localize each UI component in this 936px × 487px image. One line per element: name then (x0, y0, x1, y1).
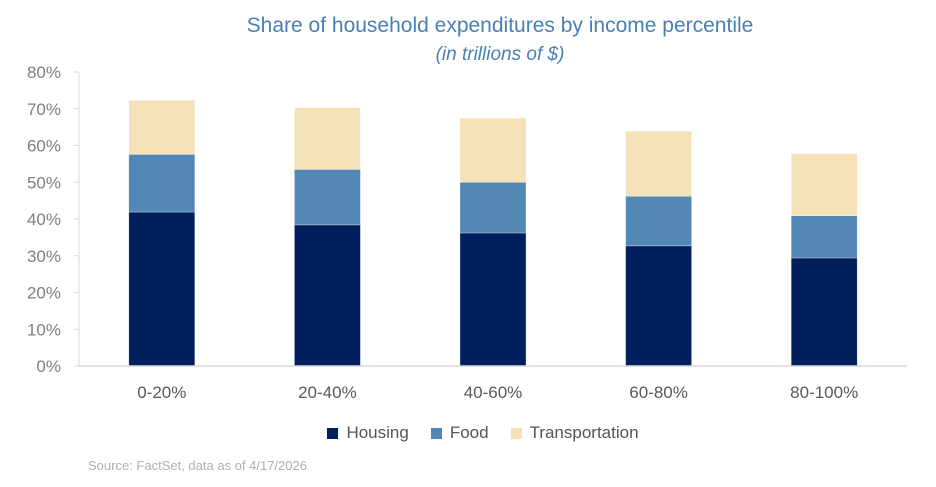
bar-housing-60-80% (625, 245, 692, 367)
bar-food-20-40% (294, 169, 361, 226)
x-tick-label: 40-60% (464, 383, 523, 402)
source-note: Source: FactSet, data as of 4/17/2026 (88, 458, 307, 473)
legend-swatch (510, 427, 522, 439)
y-tick-label: 40% (27, 210, 61, 229)
y-tick-label: 30% (27, 247, 61, 266)
legend-item-housing: Housing (327, 423, 409, 443)
x-tick-label: 60-80% (629, 383, 688, 402)
y-tick-label: 0% (36, 357, 61, 376)
legend-label: Food (449, 423, 489, 442)
bar-transportation-20-40% (294, 107, 361, 170)
x-tick-label: 80-100% (790, 383, 858, 402)
bar-housing-20-40% (294, 224, 361, 367)
bar-housing-40-60% (459, 232, 527, 367)
y-tick-label: 70% (27, 100, 61, 119)
y-tick-label: 20% (27, 284, 61, 303)
bar-food-80-100% (790, 215, 858, 259)
y-tick-label: 10% (27, 320, 61, 339)
bar-transportation-0-20% (128, 99, 196, 155)
legend: Housing Food Transportation (0, 423, 936, 443)
y-tick-label: 80% (27, 63, 61, 82)
legend-label: Transportation (529, 423, 639, 442)
legend-label: Housing (346, 423, 409, 442)
y-tick-label: 60% (27, 137, 61, 156)
bar-transportation-80-100% (790, 153, 858, 216)
bar-transportation-60-80% (625, 130, 692, 197)
x-tick-label: 20-40% (298, 383, 357, 402)
x-tick-label: 0-20% (137, 383, 186, 402)
bar-food-40-60% (459, 181, 527, 234)
bar-housing-80-100% (790, 257, 858, 367)
bar-food-60-80% (625, 195, 692, 247)
bar-food-0-20% (128, 154, 196, 213)
chart-title: Share of household expenditures by incom… (246, 14, 754, 37)
legend-swatch (327, 427, 339, 439)
y-tick-label: 50% (27, 173, 61, 192)
legend-item-food: Food (430, 423, 489, 443)
bar-housing-0-20% (128, 211, 196, 367)
chart-subtitle: (in trillions of $) (435, 44, 565, 65)
legend-item-transportation: Transportation (510, 423, 639, 443)
bar-transportation-40-60% (459, 117, 527, 183)
legend-swatch (430, 427, 442, 439)
